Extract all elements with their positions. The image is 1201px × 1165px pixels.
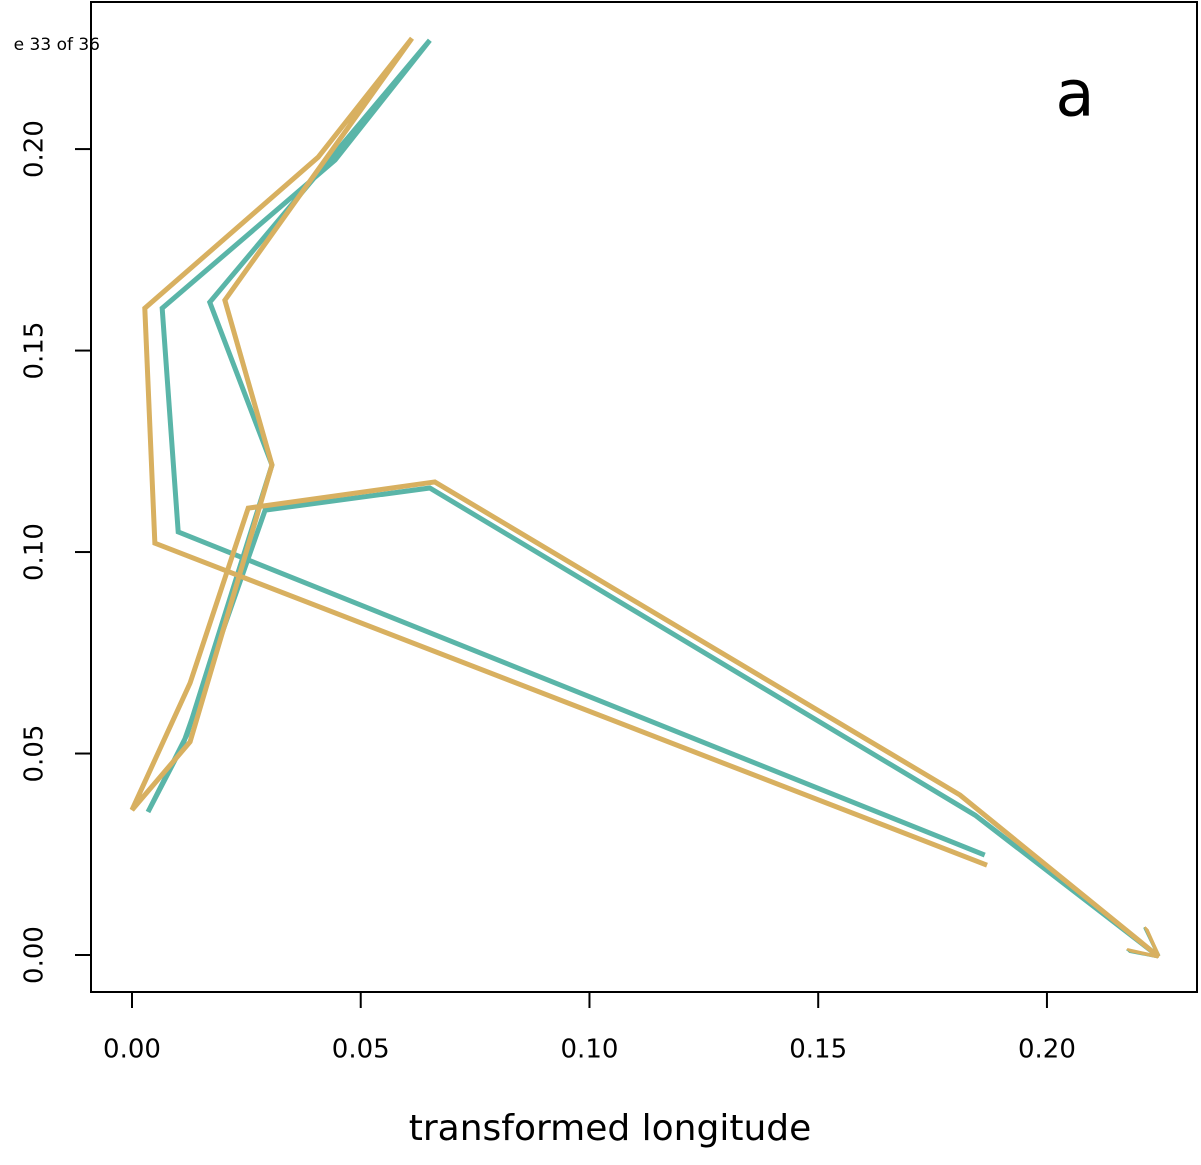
series-line [129, 36, 1157, 955]
x-tick-label: 0.20 [1018, 1035, 1076, 1065]
plot-frame [90, 1, 1198, 993]
x-tick-label: 0.15 [789, 1035, 847, 1065]
y-tick-label: 0.10 [20, 523, 50, 581]
y-tick-label: 0.00 [20, 926, 50, 984]
x-tick-label: 0.05 [332, 1035, 390, 1065]
y-tick-label: 0.05 [20, 725, 50, 783]
y-tick-label: 0.15 [20, 322, 50, 380]
x-axis-label: transformed longitude [409, 1108, 812, 1149]
x-tick-label: 0.10 [561, 1035, 619, 1065]
series-line [145, 38, 1157, 955]
page-note: e 33 of 36 [14, 35, 100, 55]
y-tick-label: 0.20 [20, 120, 50, 178]
panel-label: a [1055, 58, 1094, 132]
x-tick-label: 0.00 [103, 1035, 161, 1065]
